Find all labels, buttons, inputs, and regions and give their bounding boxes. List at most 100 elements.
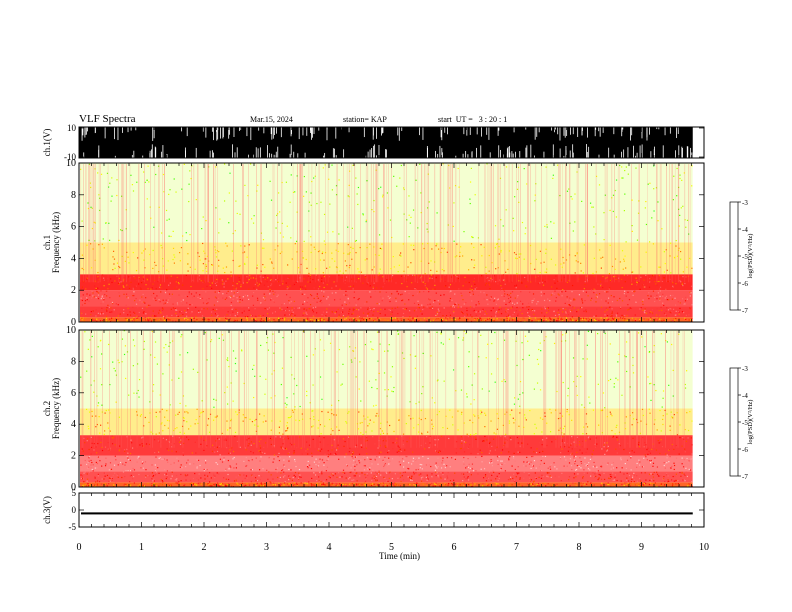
ch2-spectrogram-pixel xyxy=(142,461,144,463)
ch1-spectrogram-pixel xyxy=(177,282,180,284)
ch2-spectrogram-pixel xyxy=(614,476,616,478)
ch1-spectrogram-pixel xyxy=(461,312,463,315)
ch2-spectrogram-pixel xyxy=(627,484,629,486)
ch1-spectrogram-pixel xyxy=(208,281,211,283)
ch2-spectrogram-pixel xyxy=(272,478,274,480)
ch1-spectrogram-pixel xyxy=(167,319,169,321)
ch2-spectrogram-pixel xyxy=(125,484,127,486)
ch1-waveform-gap xyxy=(369,149,371,158)
ch1-spectrogram-pixel xyxy=(524,233,526,235)
ch1-spectrogram-pixel xyxy=(257,299,259,301)
ch1-spectrogram-pixel xyxy=(446,315,448,317)
ch2-spectrogram-pixel xyxy=(373,483,375,486)
ch2-spectrogram-pixel xyxy=(371,483,374,485)
ch1-spectrogram-pixel xyxy=(655,314,658,316)
ch2-spectrogram-pixel xyxy=(129,485,132,487)
ch2-spectrogram-pixel xyxy=(495,478,497,480)
ch1-spectrogram-pixel xyxy=(165,319,167,322)
ch1-spectrogram-pixel xyxy=(205,267,207,269)
ch2-spectrogram-pixel xyxy=(211,485,213,487)
ch1-spectrogram-pixel xyxy=(249,320,251,323)
ch2-spectrogram-pixel xyxy=(84,484,87,486)
ch1-waveform-gap xyxy=(371,148,373,158)
ch2-spectrogram-pixel xyxy=(498,473,500,475)
ch1-spectrogram-pixel xyxy=(445,285,447,287)
ch1-spectrogram-pixel xyxy=(490,310,492,312)
ch1-spectrogram-pixel xyxy=(543,261,545,263)
ch2-spectrogram-pixel xyxy=(258,469,261,471)
ch2-spectrogram-pixel xyxy=(583,469,585,471)
ch1-spectrogram-pixel xyxy=(260,320,262,322)
ch1-spectrogram-pixel xyxy=(600,317,602,319)
ch2-spectrogram-pixel xyxy=(394,483,396,486)
ch1-spectrogram-pixel xyxy=(246,276,248,278)
ch2-spectrogram-pixel xyxy=(382,485,384,487)
ch1-waveform-gap xyxy=(530,144,532,158)
ch1-spectrogram-pixel xyxy=(308,230,310,232)
ch1-spectrogram-pixel xyxy=(495,268,497,270)
ch2-spectrogram-pixel xyxy=(600,479,602,481)
ch2-spectrogram-pixel xyxy=(556,468,558,470)
ch1-spectrogram-pixel xyxy=(562,256,564,259)
ch1-spectrogram-pixel xyxy=(351,319,353,321)
ch2-spectrogram-pixel xyxy=(333,453,335,455)
ch1-spectrogram-pixel xyxy=(244,245,246,247)
ch1-spectrogram-pixel xyxy=(500,319,502,321)
ch1-spectrogram-pixel xyxy=(691,304,693,306)
ch2-spectrogram-pixel xyxy=(167,461,169,463)
ch2-spectrogram-pixel xyxy=(219,483,221,485)
ch1-spectrogram-pixel xyxy=(663,251,665,253)
ch1-spectrogram-pixel xyxy=(110,302,112,305)
ch2-spectrogram-pixel xyxy=(270,474,272,476)
ch1-spectrogram-pixel xyxy=(448,286,450,288)
ch2-spectrogram-pixel xyxy=(673,464,676,467)
ch1-spectrogram-pixel xyxy=(366,318,368,320)
ch1-spectrogram-pixel xyxy=(679,174,681,176)
ch1-spectrogram-pixel xyxy=(534,268,536,270)
ch2-spectrogram-pixel xyxy=(173,462,175,464)
ch1-spectrogram-pixel xyxy=(620,306,622,308)
ch1-spectrogram-pixel xyxy=(352,309,354,311)
ch1-spectrogram-pixel xyxy=(456,243,458,245)
ch2-spectrogram-pixel xyxy=(139,485,141,487)
ch2-spectrogram-pixel xyxy=(420,480,423,482)
ch1-spectrogram-pixel xyxy=(541,307,544,309)
ch2-spectrogram-pixel xyxy=(678,462,680,464)
ch1-spectrogram-pixel xyxy=(605,277,607,279)
ch1-spectrogram-pixel xyxy=(202,270,204,272)
ch1-spectrogram-pixel xyxy=(192,279,194,281)
ch1-waveform-gap xyxy=(630,127,631,141)
ch1-spectrogram-pixel xyxy=(614,268,616,270)
ch1-waveform-gap xyxy=(378,144,380,158)
ch2-spectrogram-pixel xyxy=(439,485,442,487)
ch1-spectrogram-pixel xyxy=(658,280,660,283)
ch2-spectrogram-pixel xyxy=(613,479,615,481)
ch2-spectrogram-pixel xyxy=(246,464,248,467)
ch2-spectrogram-pixel xyxy=(123,484,125,486)
ch1-spectrogram-pixel xyxy=(93,296,95,298)
ch1-spectrogram-pixel xyxy=(595,233,597,235)
ch2-spectrogram-pixel xyxy=(492,473,494,476)
ch1-spectrogram-pixel xyxy=(320,292,322,294)
ch2-spectrogram-pixel xyxy=(212,472,215,475)
ch2-spectrogram-pixel xyxy=(113,484,115,486)
ch2-spectrogram-pixel xyxy=(280,483,282,486)
ch2-spectrogram-pixel xyxy=(283,459,285,461)
ch2-spectrogram-pixel xyxy=(380,474,382,476)
ch1-spectrogram-pixel xyxy=(146,278,148,280)
ch1-spectrogram-pixel xyxy=(585,275,587,277)
ch2-spectrogram-pixel xyxy=(549,468,552,470)
ch2-spectrogram-pixel xyxy=(399,476,402,478)
ch2-spectrogram-pixel xyxy=(650,473,652,475)
ch2-spectrogram-pixel xyxy=(218,485,220,488)
ch1-spectrogram-pixel xyxy=(264,320,266,322)
ch2-spectrogram-pixel xyxy=(363,465,365,467)
ch1-spectrogram-pixel xyxy=(86,299,88,301)
ch1-spectrogram-pixel xyxy=(355,293,357,295)
ch2-spectrogram-pixel xyxy=(91,461,93,464)
ch2-spectrogram-pixel xyxy=(167,483,169,485)
ch1-spectrogram-pixel xyxy=(636,282,639,284)
ch1-spectrogram-pixel xyxy=(172,303,174,305)
ch2-spectrogram-pixel xyxy=(88,457,90,459)
ch2-spectrogram-pixel xyxy=(648,473,651,475)
